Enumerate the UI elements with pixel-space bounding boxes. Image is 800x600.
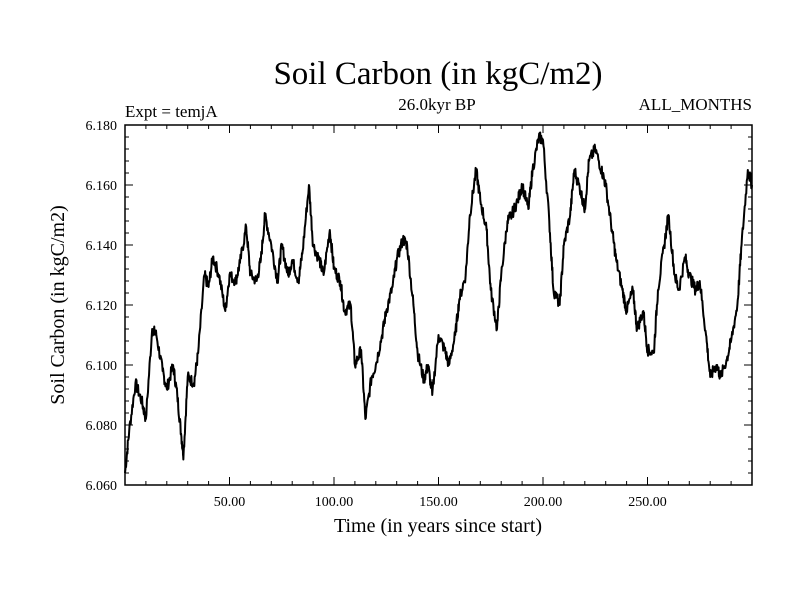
x-axis-label: Time (in years since start) — [334, 515, 542, 537]
y-tick-label: 6.180 — [86, 119, 118, 134]
x-tick-label: 50.00 — [214, 495, 246, 510]
x-tick-label: 200.00 — [524, 495, 563, 510]
experiment-label: Expt = temjA — [125, 102, 218, 121]
soil-carbon-series-line — [124, 131, 753, 474]
y-tick-label: 6.060 — [86, 479, 118, 494]
y-tick-label: 6.140 — [86, 239, 118, 254]
y-tick-label: 6.080 — [86, 419, 118, 434]
y-tick-label: 6.160 — [86, 179, 118, 194]
x-tick-label: 100.00 — [315, 495, 354, 510]
x-tick-label: 150.00 — [419, 495, 458, 510]
y-axis-label: Soil Carbon (in kgC/m2) — [47, 205, 69, 404]
period-label: 26.0kyr BP — [398, 95, 475, 114]
y-tick-label: 6.100 — [86, 359, 118, 374]
x-tick-label: 250.00 — [628, 495, 667, 510]
y-tick-label: 6.120 — [86, 299, 118, 314]
chart-title: Soil Carbon (in kgC/m2) — [273, 56, 602, 92]
axis-ticks — [125, 124, 752, 486]
axis-tick-labels: 50.00 100.00 150.00 200.00 250.00 6.060 6.080 6… — [86, 119, 667, 510]
months-label: ALL_MONTHS — [639, 95, 752, 114]
